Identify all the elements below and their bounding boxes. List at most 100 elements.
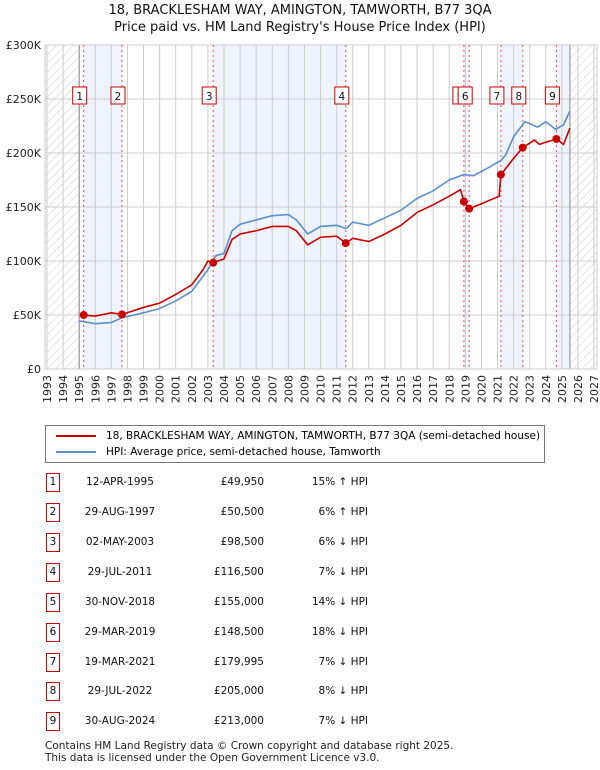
sale-number-badge: 8 <box>46 682 60 701</box>
sale-point <box>552 134 561 143</box>
x-tick-label: 1994 <box>57 375 70 403</box>
x-tick-label: 2024 <box>540 375 553 403</box>
hpi-difference: 18% ↓ HPI <box>311 626 368 638</box>
sale-date: 29-AUG-1997 <box>84 506 156 518</box>
sale-label-number: 2 <box>115 91 122 103</box>
y-tick-label: £300K <box>6 39 42 52</box>
x-tick-label: 1998 <box>121 375 134 403</box>
sale-label-number: 6 <box>462 91 469 103</box>
table-row: 6 29-MAR-2019 £148,500 18% ↓ HPI <box>0 623 600 642</box>
sale-date: 29-MAR-2019 <box>84 626 156 638</box>
table-row: 1 12-APR-1995 £49,950 15% ↑ HPI <box>0 473 600 492</box>
sale-label-box <box>457 86 473 105</box>
x-tick-label: 2001 <box>170 375 183 403</box>
legend-swatch-hpi <box>56 451 96 453</box>
x-tick-label: 2004 <box>218 375 231 403</box>
sale-label-number: 8 <box>515 91 522 103</box>
x-tick-label: 2026 <box>572 375 585 403</box>
sale-point <box>341 239 350 248</box>
x-tick-label: 2025 <box>556 375 569 403</box>
sale-point <box>496 170 505 179</box>
y-tick-label: £0 <box>27 363 41 376</box>
x-tick-label: 2015 <box>395 375 408 403</box>
sale-label-number: 9 <box>549 91 556 103</box>
sale-number-badge: 9 <box>46 712 60 731</box>
y-tick-label: £150K <box>6 201 42 214</box>
sale-number-badge: 3 <box>46 533 60 552</box>
sale-number-badge: 5 <box>46 593 60 612</box>
legend-label-property: 18, BRACKLESHAM WAY, AMINGTON, TAMWORTH,… <box>106 430 541 442</box>
sale-price: £155,000 <box>213 596 264 608</box>
x-tick-label: 2003 <box>202 375 215 403</box>
table-row: 3 02-MAY-2003 £98,500 6% ↓ HPI <box>0 533 600 552</box>
hpi-difference: 7% ↓ HPI <box>318 715 368 727</box>
legend: 18, BRACKLESHAM WAY, AMINGTON, TAMWORTH,… <box>45 425 545 463</box>
hpi-difference: 7% ↓ HPI <box>318 566 368 578</box>
legend-swatch-property <box>56 435 96 437</box>
x-tick-label: 2023 <box>524 375 537 403</box>
sale-price: £213,000 <box>213 715 264 727</box>
hpi-difference: 6% ↓ HPI <box>318 536 368 548</box>
x-tick-label: 1996 <box>89 375 102 403</box>
sale-label-box <box>72 86 88 105</box>
x-tick-label: 2005 <box>234 375 247 403</box>
x-tick-label: 2009 <box>298 375 311 403</box>
sale-point <box>518 143 527 152</box>
sale-label-number: 1 <box>76 91 83 103</box>
x-tick-label: 2022 <box>508 375 521 403</box>
table-row: 9 30-AUG-2024 £213,000 7% ↓ HPI <box>0 712 600 731</box>
sale-point <box>79 311 88 320</box>
sale-price: £98,500 <box>220 536 264 548</box>
sale-point <box>209 258 218 267</box>
x-tick-label: 2017 <box>427 375 440 403</box>
series-line-hpi <box>79 110 571 325</box>
legend-item-property: 18, BRACKLESHAM WAY, AMINGTON, TAMWORTH,… <box>56 428 540 444</box>
sale-date: 29-JUL-2022 <box>87 685 153 697</box>
sale-date: 02-MAY-2003 <box>85 536 155 548</box>
sale-number-badge: 1 <box>46 473 60 492</box>
sale-label-box <box>511 86 527 105</box>
x-tick-label: 1999 <box>138 375 151 403</box>
legend-label-hpi: HPI: Average price, semi-detached house,… <box>106 446 381 458</box>
sale-price: £49,950 <box>220 476 264 488</box>
sale-price: £116,500 <box>213 566 264 578</box>
x-tick-label: 1997 <box>105 375 118 403</box>
hpi-difference: 6% ↑ HPI <box>318 506 368 518</box>
sale-point <box>117 310 126 319</box>
hpi-difference: 15% ↑ HPI <box>311 476 368 488</box>
hpi-difference: 7% ↓ HPI <box>318 656 368 668</box>
sale-number-badge: 2 <box>46 503 60 522</box>
chart-title: 18, BRACKLESHAM WAY, AMINGTON, TAMWORTH,… <box>108 3 492 18</box>
legend-item-hpi: HPI: Average price, semi-detached house,… <box>56 444 381 460</box>
x-tick-label: 2007 <box>266 375 279 403</box>
y-tick-label: £200K <box>6 147 42 160</box>
chart-subtitle: Price paid vs. HM Land Registry's House … <box>114 20 486 35</box>
plot-border <box>44 44 598 370</box>
x-tick-label: 2000 <box>154 375 167 403</box>
table-row: 2 29-AUG-1997 £50,500 6% ↑ HPI <box>0 503 600 522</box>
x-tick-label: 2020 <box>475 375 488 403</box>
x-tick-label: 2006 <box>250 375 263 403</box>
x-tick-label: 2019 <box>459 375 472 403</box>
x-tick-label: 2010 <box>315 375 328 403</box>
sale-date: 30-NOV-2018 <box>84 596 156 608</box>
sale-date: 29-JUL-2011 <box>87 566 153 578</box>
y-tick-label: £50K <box>13 309 42 322</box>
sale-price: £148,500 <box>213 626 264 638</box>
sale-point <box>459 197 468 206</box>
sale-price: £50,500 <box>220 506 264 518</box>
table-row: 7 19-MAR-2021 £179,995 7% ↓ HPI <box>0 653 600 672</box>
x-tick-label: 2016 <box>411 375 424 403</box>
y-tick-label: £100K <box>6 255 42 268</box>
x-tick-label: 2011 <box>331 375 344 403</box>
sale-label-number: 3 <box>206 91 213 103</box>
sale-label-number: 7 <box>494 91 501 103</box>
sale-price: £205,000 <box>213 685 264 697</box>
sale-date: 30-AUG-2024 <box>84 715 156 727</box>
x-tick-label: 1993 <box>41 375 54 403</box>
sale-label-number: 4 <box>338 91 345 103</box>
sale-price: £179,995 <box>213 656 264 668</box>
x-tick-label: 2018 <box>443 375 456 403</box>
hpi-difference: 8% ↓ HPI <box>318 685 368 697</box>
